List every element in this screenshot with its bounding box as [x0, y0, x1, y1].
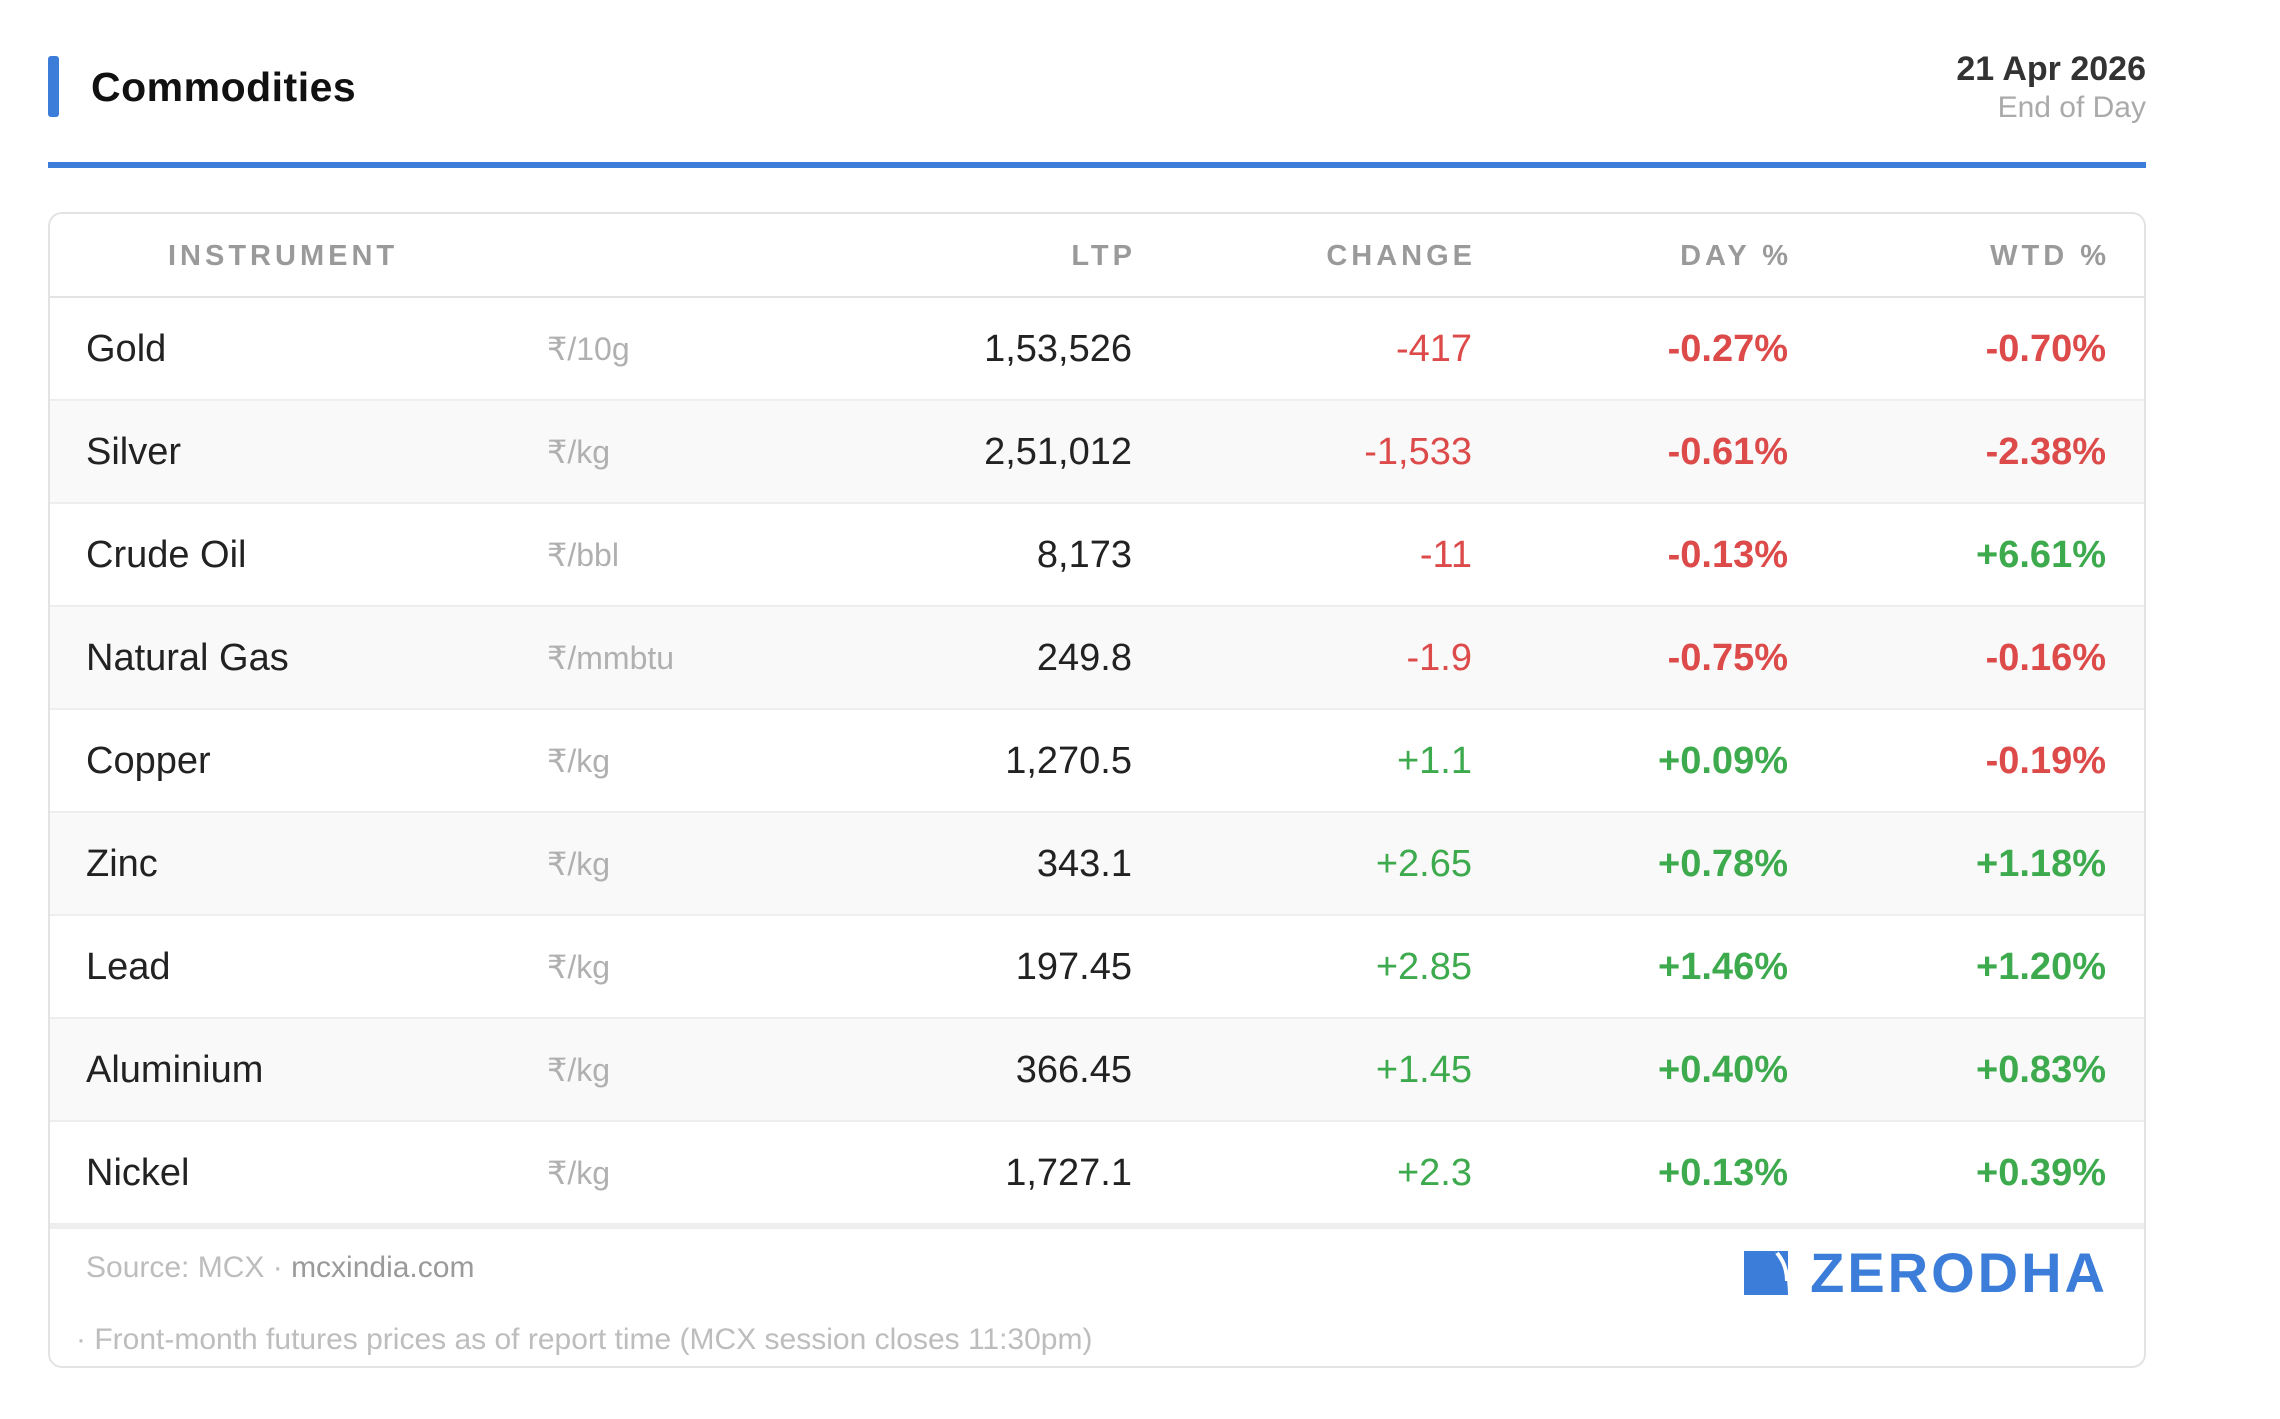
ltp-value: 2,51,012 [984, 431, 1132, 473]
table-row[interactable]: Silver ₹/kg 2,51,012 -1,533 -0.61% -2.38% [50, 401, 2144, 504]
instrument-unit: ₹/kg [547, 846, 611, 882]
day-pct-value: +0.78% [1658, 843, 1788, 885]
column-header-change[interactable]: CHANGE [1326, 240, 1476, 272]
table-row[interactable]: Copper ₹/kg 1,270.5 +1.1 +0.09% -0.19% [50, 710, 2144, 813]
table-row[interactable]: Crude Oil ₹/bbl 8,173 -11 -0.13% +6.61% [50, 504, 2144, 607]
instrument-name: Silver [86, 431, 182, 473]
wtd-pct-value: +0.39% [1976, 1152, 2106, 1194]
instrument-unit: ₹/mmbtu [547, 640, 675, 676]
ltp-value: 1,270.5 [1005, 740, 1132, 782]
instrument-unit: ₹/kg [547, 434, 611, 470]
change-value: +2.3 [1396, 1152, 1472, 1194]
zerodha-logo-icon [1744, 1251, 1789, 1295]
wtd-pct-value: -2.38% [1985, 431, 2106, 473]
wtd-pct-value: -0.16% [1985, 637, 2106, 679]
column-header-ltp[interactable]: LTP [1071, 240, 1136, 272]
day-pct-value: +1.46% [1658, 946, 1788, 988]
instrument-name: Gold [86, 328, 167, 370]
column-header-day-pct[interactable]: DAY % [1680, 240, 1792, 272]
table-row[interactable]: Zinc ₹/kg 343.1 +2.65 +0.78% +1.18% [50, 813, 2144, 916]
wtd-pct-value: +1.18% [1976, 843, 2106, 885]
ltp-value: 8,173 [1036, 534, 1132, 576]
instrument-name: Copper [86, 740, 211, 782]
ltp-value: 1,727.1 [1005, 1152, 1132, 1194]
ltp-value: 366.45 [1015, 1049, 1132, 1091]
change-value: +1.45 [1375, 1049, 1472, 1091]
source-link[interactable]: mcxindia.com [291, 1251, 475, 1284]
day-pct-value: +0.40% [1658, 1049, 1788, 1091]
source-text: Source: MCX · mcxindia.com [86, 1251, 474, 1285]
table-header: INSTRUMENT LTP CHANGE DAY % WTD % [50, 214, 2144, 298]
change-value: +1.1 [1396, 740, 1472, 782]
ltp-value: 197.45 [1015, 946, 1132, 988]
instrument-unit: ₹/10g [547, 331, 630, 367]
brand: ZERODHA [1744, 1245, 2108, 1301]
change-value: -11 [1419, 534, 1472, 576]
instrument-name: Nickel [86, 1152, 190, 1194]
date-block: 21 Apr 2026 End of Day [1956, 48, 2146, 126]
day-pct-value: +0.09% [1658, 740, 1788, 782]
wtd-pct-value: +0.83% [1976, 1049, 2106, 1091]
instrument-unit: ₹/kg [547, 1052, 611, 1088]
table-row[interactable]: Gold ₹/10g 1,53,526 -417 -0.27% -0.70% [50, 298, 2144, 401]
wtd-pct-value: +6.61% [1976, 534, 2106, 576]
day-pct-value: -0.27% [1667, 328, 1788, 370]
table-footer: Source: MCX · mcxindia.com ZERODHA · Fro… [50, 1229, 2144, 1366]
instrument-unit: ₹/kg [547, 743, 611, 779]
day-pct-value: -0.61% [1667, 431, 1788, 473]
title-accent-bar [48, 56, 59, 117]
ltp-value: 249.8 [1036, 637, 1132, 679]
instrument-name: Aluminium [86, 1049, 264, 1091]
source-prefix: Source: MCX · [86, 1251, 292, 1284]
wtd-pct-value: -0.19% [1985, 740, 2106, 782]
footer-divider [50, 1225, 2144, 1229]
change-value: -417 [1395, 328, 1472, 370]
table-body: Gold ₹/10g 1,53,526 -417 -0.27% -0.70% Silver ₹… [50, 298, 2144, 1225]
footer-note: · Front-month futures prices as of repor… [76, 1323, 1093, 1356]
change-value: -1.9 [1406, 637, 1472, 679]
wtd-pct-value: -0.70% [1985, 328, 2106, 370]
day-pct-value: -0.13% [1667, 534, 1788, 576]
column-header-wtd-pct[interactable]: WTD % [1990, 240, 2110, 272]
day-pct-value: -0.75% [1667, 637, 1788, 679]
change-value: +2.65 [1375, 843, 1472, 885]
ltp-value: 343.1 [1036, 843, 1132, 885]
table-row[interactable]: Natural Gas ₹/mmbtu 249.8 -1.9 -0.75% -0.16% [50, 607, 2144, 710]
instrument-unit: ₹/kg [547, 949, 611, 985]
table-row[interactable]: Aluminium ₹/kg 366.45 +1.45 +0.40% +0.83% [50, 1019, 2144, 1122]
ltp-value: 1,53,526 [984, 328, 1132, 370]
table-row[interactable]: Lead ₹/kg 197.45 +2.85 +1.46% +1.20% [50, 916, 2144, 1019]
instrument-name: Zinc [86, 843, 158, 885]
report-date: 21 Apr 2026 [1956, 50, 2146, 88]
instrument-unit: ₹/kg [547, 1155, 611, 1191]
report-subtitle: End of Day [1997, 91, 2146, 124]
instrument-name: Crude Oil [86, 534, 247, 576]
column-header-instrument[interactable]: INSTRUMENT [168, 240, 399, 272]
instrument-name: Lead [86, 946, 171, 988]
instrument-unit: ₹/bbl [547, 537, 619, 573]
commodities-report: Commodities 21 Apr 2026 End of Day INSTR… [48, 40, 2146, 1368]
table-row[interactable]: Nickel ₹/kg 1,727.1 +2.3 +0.13% +0.39% [50, 1122, 2144, 1225]
change-value: -1,533 [1364, 431, 1472, 473]
report-header: Commodities 21 Apr 2026 End of Day [48, 40, 2146, 168]
brand-name: ZERODHA [1810, 1241, 2108, 1304]
page-title: Commodities [91, 64, 357, 110]
change-value: +2.85 [1375, 946, 1472, 988]
commodities-table: INSTRUMENT LTP CHANGE DAY % WTD % Gold ₹/… [48, 212, 2146, 1368]
day-pct-value: +0.13% [1658, 1152, 1788, 1194]
wtd-pct-value: +1.20% [1976, 946, 2106, 988]
instrument-name: Natural Gas [86, 637, 289, 679]
